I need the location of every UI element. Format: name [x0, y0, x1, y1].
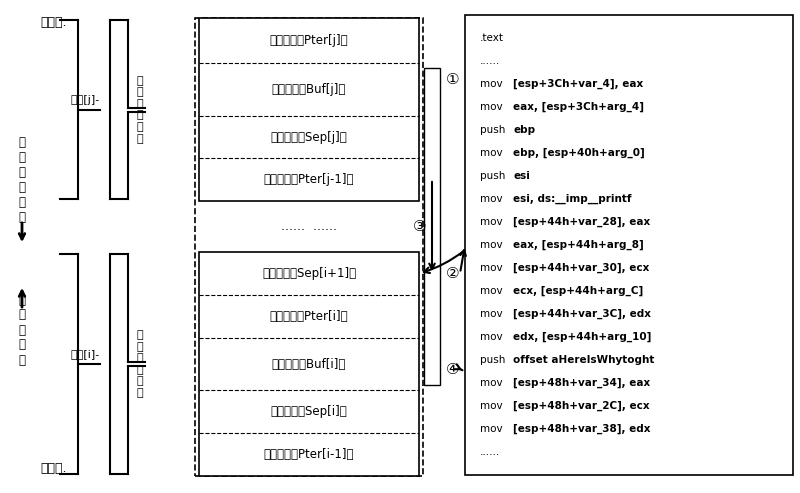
- Text: ④: ④: [446, 361, 460, 377]
- Text: 状
态
空
间
子
集: 状 态 空 间 子 集: [137, 75, 143, 143]
- Text: mov: mov: [480, 286, 502, 296]
- Text: push: push: [480, 125, 506, 135]
- Text: 缓冲数据（Buf[i]）: 缓冲数据（Buf[i]）: [272, 357, 346, 371]
- Text: mov: mov: [480, 401, 502, 411]
- Text: 隔离标志（Sep[i+1]）: 隔离标志（Sep[i+1]）: [262, 267, 356, 280]
- Text: [esp+3Ch+var_4], eax: [esp+3Ch+var_4], eax: [513, 79, 643, 89]
- Bar: [199, 18, 419, 201]
- Text: eax, [esp+44h+arg_8]: eax, [esp+44h+arg_8]: [513, 240, 644, 250]
- Text: ......  ......: ...... ......: [281, 220, 337, 233]
- Text: 数
据
溢
山
方
向: 数 据 溢 山 方 向: [18, 136, 26, 224]
- Bar: [199, 252, 419, 476]
- Text: 低地址.: 低地址.: [40, 15, 66, 29]
- Text: mov: mov: [480, 424, 502, 434]
- Text: [esp+48h+var_2C], ecx: [esp+48h+var_2C], ecx: [513, 401, 650, 411]
- Text: 指针数据（Pter[j]）: 指针数据（Pter[j]）: [270, 34, 348, 47]
- Text: 指针数据（Pter[i]）: 指针数据（Pter[i]）: [270, 310, 348, 323]
- Text: offset aHereIsWhytoght: offset aHereIsWhytoght: [513, 355, 654, 365]
- Text: mov: mov: [480, 217, 502, 227]
- Text: esi, ds:__imp__printf: esi, ds:__imp__printf: [513, 194, 631, 204]
- Text: mov: mov: [480, 332, 502, 342]
- Text: esi: esi: [513, 171, 530, 181]
- Text: 栈帧[j]-: 栈帧[j]-: [70, 95, 100, 105]
- Text: [esp+48h+var_38], edx: [esp+48h+var_38], edx: [513, 424, 650, 434]
- Text: [esp+48h+var_34], eax: [esp+48h+var_34], eax: [513, 378, 650, 388]
- Text: 栈帧[i]-: 栈帧[i]-: [70, 349, 100, 359]
- Text: mov: mov: [480, 378, 502, 388]
- Text: 栈
增
长
方
向: 栈 增 长 方 向: [18, 293, 26, 366]
- Text: ......: ......: [480, 56, 500, 66]
- Bar: [424, 68, 440, 386]
- Text: push: push: [480, 171, 506, 181]
- Text: eax, [esp+3Ch+arg_4]: eax, [esp+3Ch+arg_4]: [513, 102, 644, 112]
- Text: 高地址.: 高地址.: [40, 461, 66, 474]
- Text: mov: mov: [480, 79, 502, 89]
- Text: ②: ②: [446, 266, 460, 281]
- Text: ①: ①: [446, 71, 460, 87]
- Text: ebp: ebp: [513, 125, 535, 135]
- Text: .text: .text: [480, 33, 504, 43]
- Text: mov: mov: [480, 194, 502, 204]
- Text: mov: mov: [480, 148, 502, 158]
- Text: push: push: [480, 355, 506, 365]
- Bar: [465, 15, 793, 475]
- Text: 隔离标志（Sep[i]）: 隔离标志（Sep[i]）: [270, 405, 347, 418]
- Text: mov: mov: [480, 263, 502, 273]
- Text: mov: mov: [480, 102, 502, 112]
- Text: ecx, [esp+44h+arg_C]: ecx, [esp+44h+arg_C]: [513, 286, 643, 296]
- Text: 指针数据（Pter[i-1]）: 指针数据（Pter[i-1]）: [264, 448, 354, 461]
- Text: 指针数据（Pter[j-1]）: 指针数据（Pter[j-1]）: [264, 174, 354, 186]
- Text: 状
态
空
间
子
集: 状 态 空 间 子 集: [137, 330, 143, 398]
- Text: ......: ......: [480, 447, 500, 457]
- Text: [esp+44h+var_3C], edx: [esp+44h+var_3C], edx: [513, 309, 651, 319]
- Text: ③: ③: [413, 219, 427, 234]
- Bar: [195, 18, 423, 476]
- Text: ebp, [esp+40h+arg_0]: ebp, [esp+40h+arg_0]: [513, 148, 645, 158]
- Text: mov: mov: [480, 240, 502, 250]
- Text: 隔离标志（Sep[j]）: 隔离标志（Sep[j]）: [270, 131, 347, 143]
- Text: [esp+44h+var_28], eax: [esp+44h+var_28], eax: [513, 217, 650, 227]
- Text: [esp+44h+var_30], ecx: [esp+44h+var_30], ecx: [513, 263, 650, 273]
- Text: edx, [esp+44h+arg_10]: edx, [esp+44h+arg_10]: [513, 332, 651, 342]
- Text: mov: mov: [480, 309, 502, 319]
- Text: 缓冲数据（Buf[j]）: 缓冲数据（Buf[j]）: [272, 83, 346, 96]
